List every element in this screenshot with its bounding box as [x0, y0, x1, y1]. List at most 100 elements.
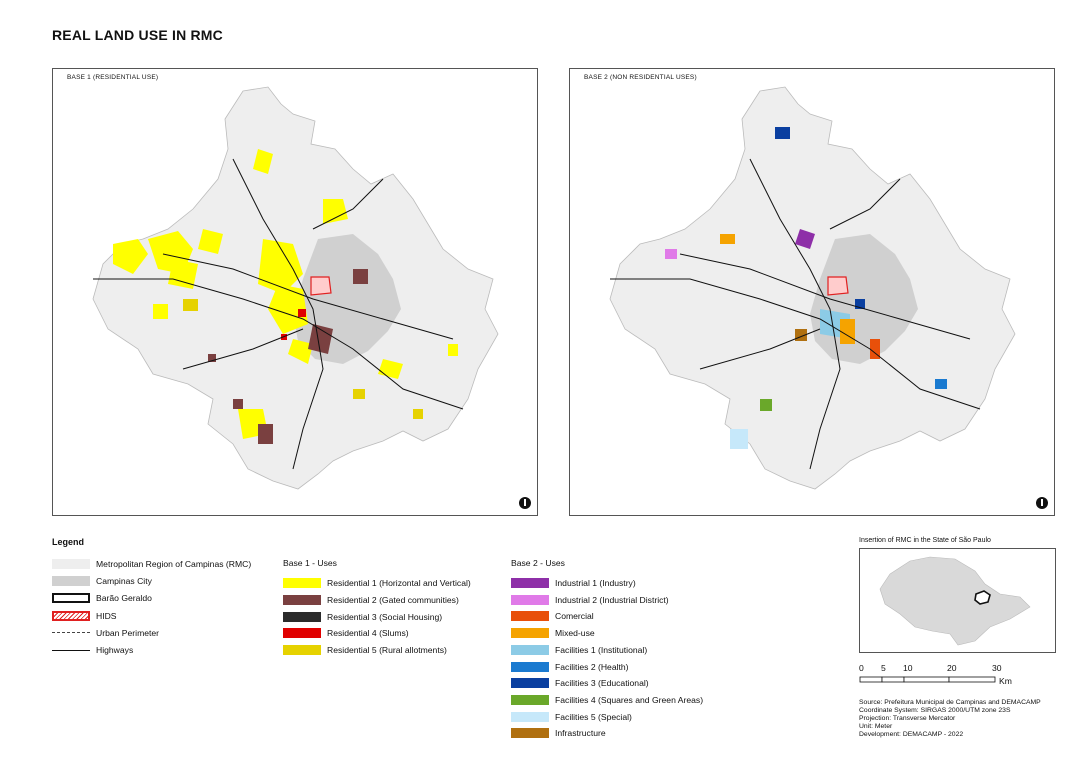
legend-swatch: [511, 644, 549, 655]
credit-line: Source: Prefeitura Municipal de Campinas…: [859, 699, 1041, 706]
legend-general-item: HIDS: [52, 610, 117, 622]
legend-swatch: [283, 578, 321, 588]
highways: [610, 158, 981, 470]
legend-base2-item: Industrial 2 (Industrial District): [511, 594, 669, 606]
legend-base2-item-label: Facilities 1 (Institutional): [555, 644, 648, 655]
base1-uses-title: Base 1 - Uses: [283, 558, 337, 568]
legend-base2-item: Industrial 1 (Industry): [511, 577, 636, 589]
legend-base1-item-label: Residential 4 (Slums): [327, 628, 409, 639]
legend-base2-item: Facilities 4 (Squares and Green Areas): [511, 694, 703, 706]
legend-base2-item-label: Facilities 5 (Special): [555, 711, 632, 722]
legend-swatch: [52, 559, 90, 569]
scale-unit: Km: [999, 676, 1012, 686]
legend-general-item: Metropolitan Region of Campinas (RMC): [52, 558, 251, 570]
legend-swatch: [283, 645, 321, 656]
legend-base1-item: Residential 2 (Gated communities): [283, 594, 459, 606]
legend-swatch: [511, 678, 549, 689]
scale-tick-30: 30: [992, 663, 1002, 673]
legend-swatch: [511, 628, 549, 639]
legend-general-item: Campinas City: [52, 575, 152, 587]
north-arrow-icon: [1036, 497, 1048, 509]
legend-swatch: [511, 594, 549, 605]
legend-swatch: [511, 728, 549, 739]
sao-paulo-state-shape: [879, 556, 1031, 646]
legend-base2-item: Comercial: [511, 610, 594, 622]
scale-tick-10: 10: [903, 663, 913, 673]
legend-base1-item-label: Residential 3 (Social Housing): [327, 611, 443, 622]
north-arrow-icon: [519, 497, 531, 509]
map-base2-nonresidential[interactable]: BASE 2 (NON RESIDENTIAL USES): [569, 68, 1055, 516]
hids-area: [310, 276, 332, 296]
map-base1-residential[interactable]: BASE 1 (RESIDENTIAL USE): [52, 68, 538, 516]
page-title: REAL LAND USE IN RMC: [52, 27, 223, 43]
scale-bar-graphic: [859, 676, 996, 683]
map-base2-canvas: [609, 86, 1016, 490]
legend-base2-item: Facilities 5 (Special): [511, 711, 632, 723]
legend-swatch: [283, 628, 321, 639]
legend-base2-item: Facilities 1 (Institutional): [511, 644, 647, 656]
legend-base2-item-label: Comercial: [555, 611, 594, 622]
map-base2-label: BASE 2 (NON RESIDENTIAL USES): [584, 74, 697, 81]
legend-base1-item-label: Residential 2 (Gated communities): [327, 594, 459, 605]
legend-base2-item-label: Infrastructure: [555, 728, 606, 739]
credit-line: Coordinate System: SIRGAS 2000/UTM zone …: [859, 707, 1011, 714]
legend-general-item-label: Metropolitan Region of Campinas (RMC): [96, 559, 252, 569]
legend-title: Legend: [52, 537, 85, 547]
credit-line: Development: DEMACAMP - 2022: [859, 731, 964, 738]
legend-general-item-label: Urban Perimeter: [96, 627, 160, 638]
legend-base1-item: Residential 5 (Rural allotments): [283, 644, 447, 656]
residential-5-patches: [183, 299, 423, 419]
scale-bar: 0 5 10 20 30 Km: [859, 663, 1049, 693]
legend-general-item-label: Campinas City: [96, 576, 152, 587]
legend-base1-item: Residential 4 (Slums): [283, 627, 409, 639]
legend-base2-item-label: Industrial 1 (Industry): [555, 578, 636, 588]
legend-swatch: [52, 632, 90, 634]
legend-swatch: [511, 661, 549, 672]
legend-general-item: Highways: [52, 644, 133, 656]
nonresidential-patches: [665, 127, 947, 449]
legend-base2-item-label: Facilities 2 (Health): [555, 661, 629, 672]
legend-swatch: [511, 711, 549, 722]
legend-base1-item: Residential 1 (Horizontal and Vertical): [283, 577, 471, 589]
legend-base2-item-label: Facilities 3 (Educational): [555, 678, 649, 689]
map-credits: Source: Prefeitura Municipal de Campinas…: [859, 699, 1041, 739]
residential-1-patches: [113, 149, 458, 439]
credit-line: Projection: Transverse Mercator: [859, 715, 956, 722]
legend-general-item-label: Barão Geraldo: [96, 593, 152, 604]
scale-tick-20: 20: [947, 663, 957, 673]
legend-base2-item-label: Facilities 4 (Squares and Green Areas): [555, 694, 704, 705]
legend-general-item: Barão Geraldo: [52, 592, 152, 604]
legend-swatch: [511, 578, 549, 588]
legend-swatch: [52, 576, 90, 587]
legend-swatch: [52, 649, 90, 651]
legend-base1-item: Residential 3 (Social Housing): [283, 611, 442, 623]
legend-base2-item: Facilities 2 (Health): [511, 661, 629, 673]
scale-tick-5: 5: [881, 663, 886, 673]
legend-base2-item: Facilities 3 (Educational): [511, 677, 649, 689]
residential-2-patches: [208, 269, 368, 444]
legend-swatch: [511, 694, 549, 705]
base2-uses-title: Base 2 - Uses: [511, 558, 565, 568]
inset-map: [859, 548, 1056, 653]
map-base1-label: BASE 1 (RESIDENTIAL USE): [67, 74, 159, 81]
inset-title: Insertion of RMC in the State of São Pau…: [859, 537, 991, 544]
legend-base2-item-label: Industrial 2 (Industrial District): [555, 594, 669, 605]
legend-base2-item: Infrastructure: [511, 727, 606, 739]
highways: [93, 158, 464, 470]
legend-general-item: Urban Perimeter: [52, 627, 159, 639]
scale-tick-0: 0: [859, 663, 864, 673]
legend-general-item-label: Highways: [96, 645, 134, 655]
rmc-region-shape: [609, 86, 1016, 490]
legend-swatch: [511, 611, 549, 622]
legend-base2-item: Mixed-use: [511, 627, 595, 639]
legend-base2-item-label: Mixed-use: [555, 628, 595, 639]
legend-base1-item-label: Residential 5 (Rural allotments): [327, 645, 447, 656]
credit-line: Unit: Meter: [859, 723, 893, 730]
legend-general-item-label: HIDS: [96, 610, 117, 621]
legend-swatch: [283, 594, 321, 605]
legend-swatch: [52, 593, 90, 604]
map-base1-canvas: [92, 86, 499, 490]
legend-swatch: [52, 610, 90, 621]
legend-swatch: [283, 611, 321, 622]
legend-base1-item-label: Residential 1 (Horizontal and Vertical): [327, 578, 471, 588]
